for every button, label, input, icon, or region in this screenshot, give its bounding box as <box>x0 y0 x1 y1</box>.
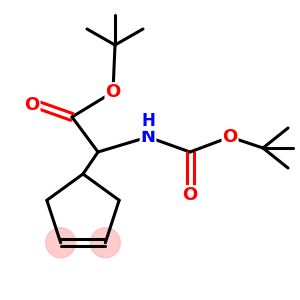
Circle shape <box>46 228 76 258</box>
Circle shape <box>90 228 120 258</box>
Text: N: N <box>140 128 155 146</box>
Text: O: O <box>222 128 238 146</box>
Text: O: O <box>182 186 198 204</box>
Text: O: O <box>24 96 40 114</box>
Text: H: H <box>141 112 155 130</box>
Text: O: O <box>105 83 121 101</box>
